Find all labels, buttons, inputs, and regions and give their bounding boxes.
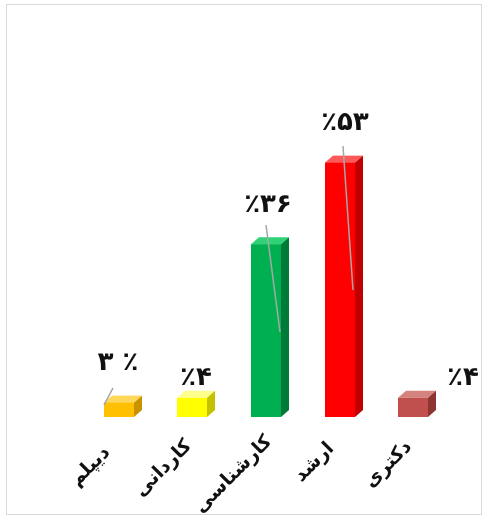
bar-side-1: [134, 395, 142, 417]
category-label-3: کارشناسی: [189, 430, 276, 517]
leader-line-4: [342, 145, 354, 291]
bar-top-3: [251, 237, 289, 245]
bar-5: [398, 397, 428, 417]
bar-4: [325, 162, 355, 417]
leader-line-3: [265, 224, 281, 333]
data-label-3: ٪۳۶: [244, 189, 292, 219]
data-label-5: ٪۴: [447, 362, 479, 392]
category-label-4: ارشد: [289, 437, 338, 486]
bar-side-5: [428, 390, 436, 417]
bar-1: [104, 402, 134, 417]
bar-top-5: [398, 390, 436, 398]
data-label-1: ۳ ٪: [98, 347, 139, 377]
bar-3: [251, 244, 281, 417]
bar-top-1: [104, 395, 142, 403]
data-label-4: ٪۵۳: [321, 107, 369, 137]
bar-2: [177, 397, 207, 417]
bar-top-2: [177, 390, 215, 398]
category-label-2: کاردانی: [130, 434, 197, 501]
bar-side-4: [355, 155, 363, 417]
chart-frame: [6, 4, 482, 515]
leader-line-1: [103, 387, 114, 406]
bar-side-3: [281, 237, 289, 417]
category-label-1: دیپلم: [65, 441, 114, 490]
data-label-2: ٪۴: [180, 362, 212, 392]
category-label-5: دکتری: [360, 435, 417, 492]
bar-side-2: [207, 390, 215, 417]
